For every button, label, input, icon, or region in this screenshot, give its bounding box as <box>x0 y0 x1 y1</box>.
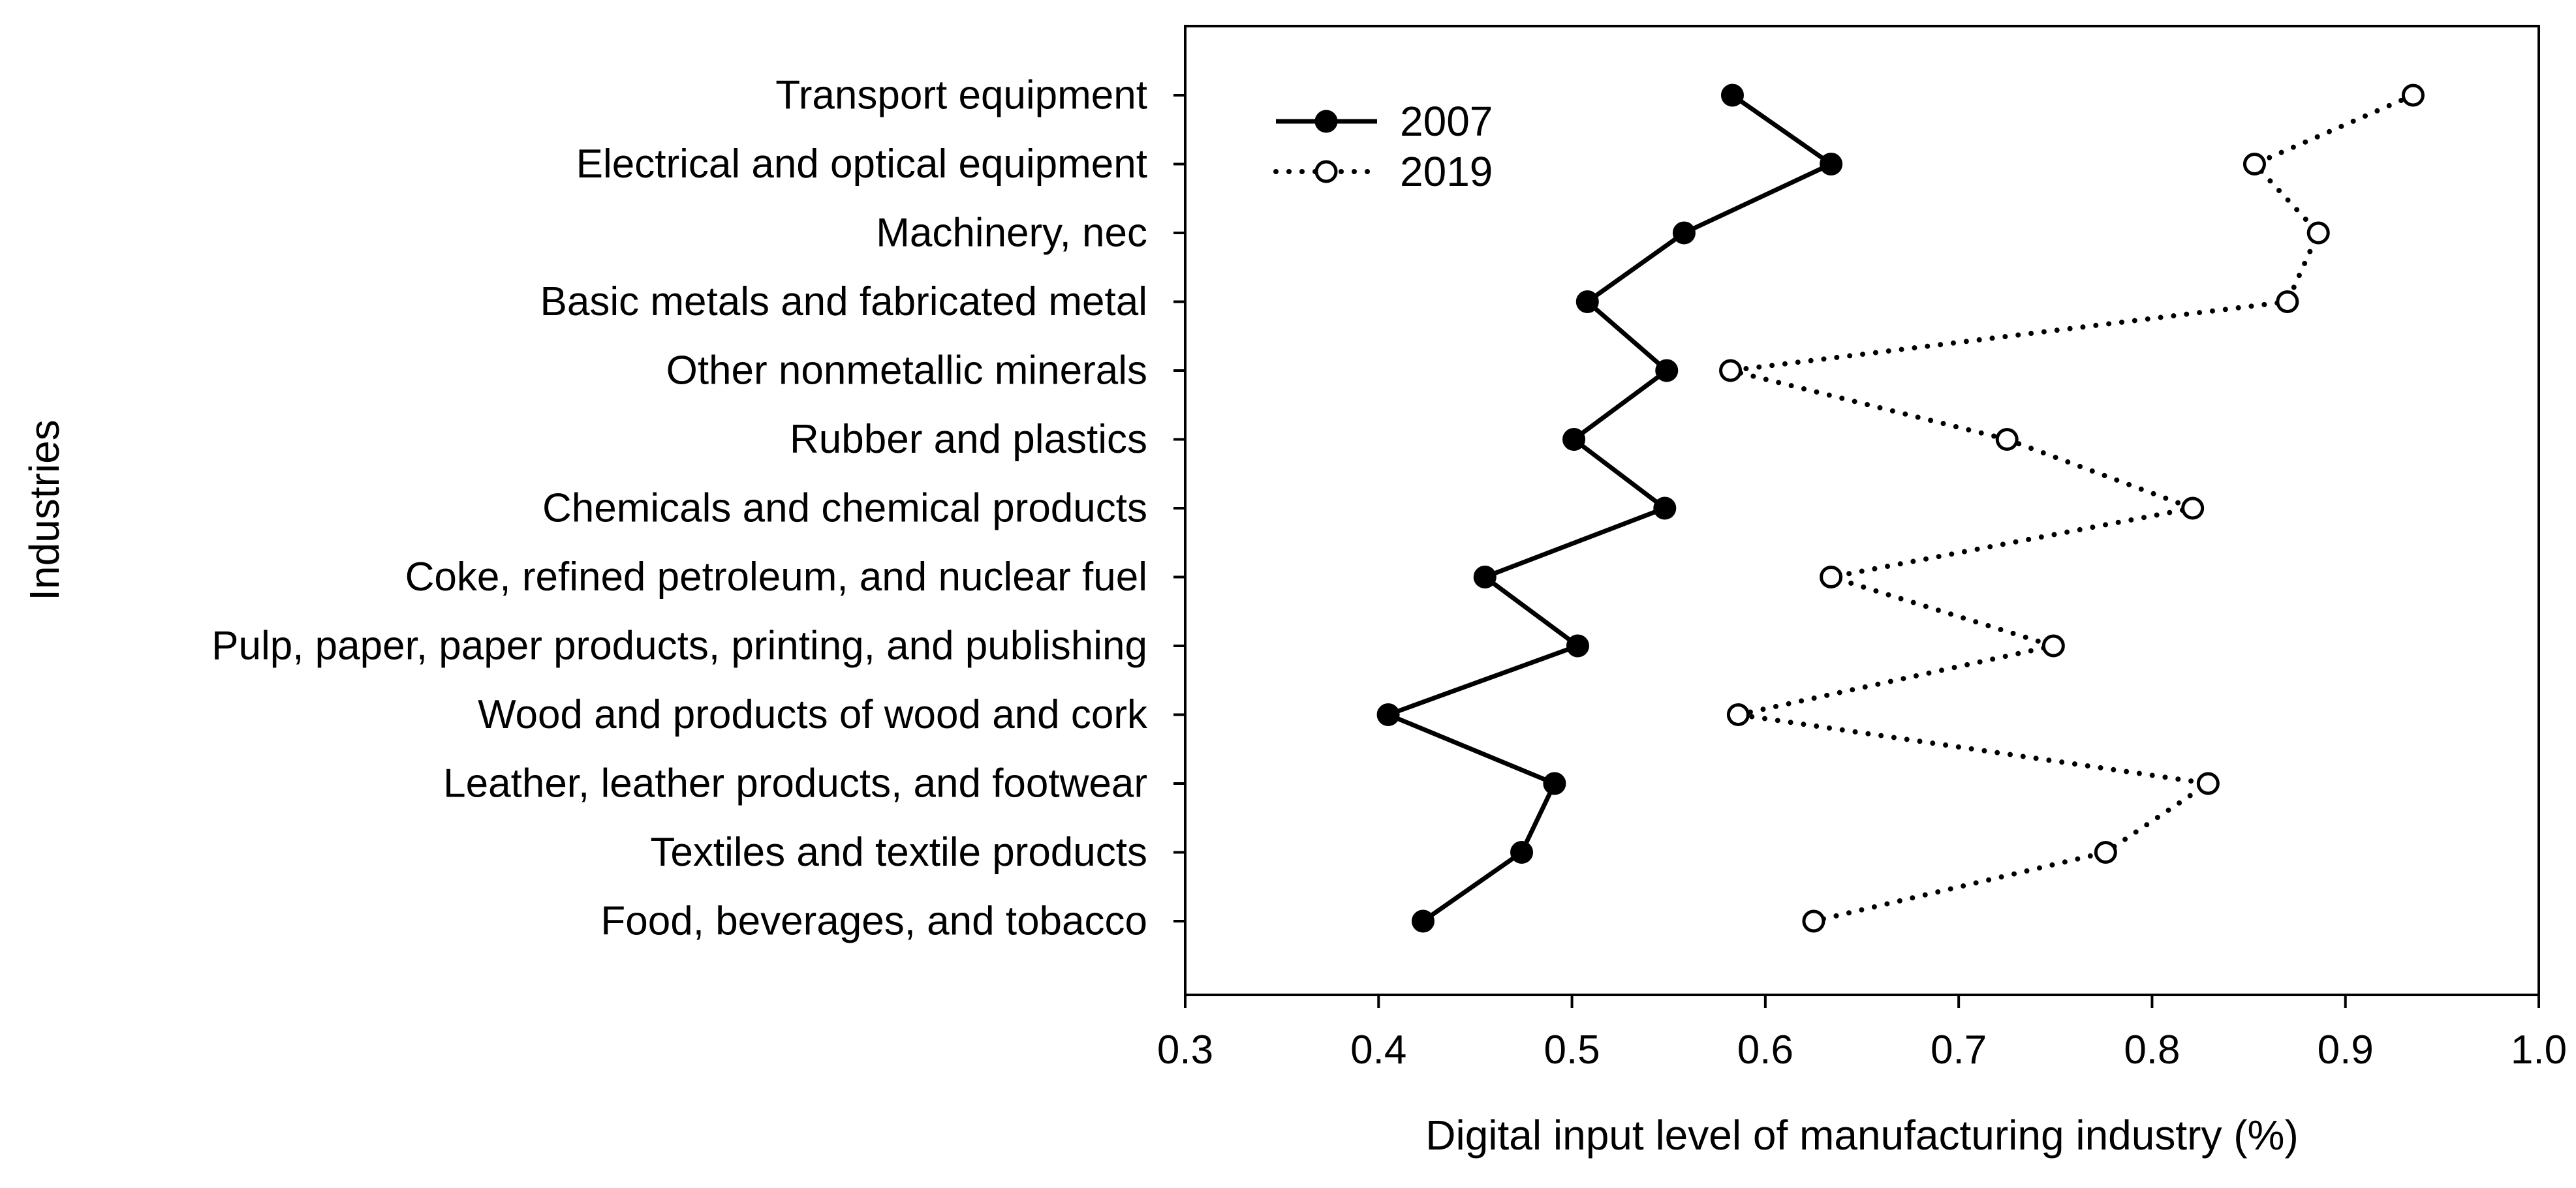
data-point <box>1566 634 1589 658</box>
data-point <box>2181 496 2205 520</box>
legend-label: 2019 <box>1400 148 1493 195</box>
category-label: Food, beverages, and tobacco <box>600 899 1147 944</box>
category-label: Machinery, nec <box>876 211 1147 256</box>
series-line-2019 <box>1728 93 2416 924</box>
data-point <box>1655 359 1679 382</box>
plot-area <box>1184 25 2540 996</box>
data-point <box>1411 909 1435 933</box>
data-point <box>1726 703 1750 726</box>
data-point <box>1562 428 1586 451</box>
series-line-2007 <box>1386 93 1834 923</box>
data-point <box>1719 359 1743 382</box>
x-axis-tick-label: 0.9 <box>2318 1028 2374 1073</box>
category-ticks <box>1173 94 1185 922</box>
x-axis-tick-label: 0.6 <box>1737 1028 1793 1073</box>
category-label: Coke, refined petroleum, and nuclear fue… <box>405 555 1147 600</box>
x-axis-tick-label: 1.0 <box>2511 1028 2567 1073</box>
data-point <box>1820 566 1843 588</box>
category-label: Transport equipment <box>775 73 1147 118</box>
x-axis-tick-label: 0.7 <box>1931 1028 1987 1073</box>
data-point <box>1543 772 1566 795</box>
legend-marker <box>1314 160 1338 183</box>
data-point <box>1575 290 1599 313</box>
category-label: Basic metals and fabricated metal <box>540 279 1147 324</box>
data-point <box>1376 703 1400 726</box>
legend-item-2019: 2019 <box>1273 148 1493 195</box>
data-point <box>2276 290 2299 313</box>
data-point <box>2094 841 2117 864</box>
y-axis-title: Industries <box>21 419 68 600</box>
legend-item-2007: 2007 <box>1276 98 1493 145</box>
data-point <box>2196 772 2220 795</box>
data-point <box>1510 841 1534 864</box>
x-axis-tick-label: 0.5 <box>1544 1028 1600 1073</box>
x-axis-title: Digital input level of manufacturing ind… <box>1425 1112 2299 1159</box>
x-axis-ticks <box>1184 995 2540 1008</box>
category-label: Leather, leather products, and footwear <box>443 761 1147 806</box>
category-labels: Transport equipment Electrical and optica… <box>211 73 1148 944</box>
data-point <box>1473 566 1497 588</box>
x-axis-tick-label: 0.4 <box>1350 1028 1406 1073</box>
data-point <box>1820 153 1843 175</box>
data-point <box>1672 221 1696 245</box>
legend-label: 2007 <box>1400 98 1493 145</box>
data-point <box>1653 496 1677 520</box>
data-point <box>1802 909 1825 933</box>
category-label: Pulp, paper, paper products, printing, a… <box>211 624 1147 669</box>
category-label: Electrical and optical equipment <box>576 142 1147 187</box>
category-label: Other nonmetallic minerals <box>666 348 1147 393</box>
data-point <box>1995 428 2019 451</box>
x-axis-tick-label: 0.3 <box>1157 1028 1213 1073</box>
series-2019 <box>1719 84 2425 933</box>
category-label: Wood and products of wood and cork <box>478 692 1148 737</box>
category-label: Chemicals and chemical products <box>542 486 1147 531</box>
x-axis-tick-label: 0.8 <box>2124 1028 2180 1073</box>
x-axis-tick-labels: 0.3 0.4 0.5 0.6 0.7 0.8 0.9 1.0 <box>1157 1028 2567 1073</box>
data-point <box>2242 153 2266 175</box>
series-layer <box>1376 84 2425 933</box>
data-point <box>2306 221 2330 245</box>
data-point <box>2041 634 2065 658</box>
category-label: Textiles and textile products <box>650 830 1147 875</box>
category-label: Rubber and plastics <box>790 417 1147 462</box>
data-point <box>2401 84 2425 107</box>
data-point <box>1720 84 1744 107</box>
series-2007 <box>1376 84 1843 933</box>
legend-marker <box>1314 110 1338 133</box>
